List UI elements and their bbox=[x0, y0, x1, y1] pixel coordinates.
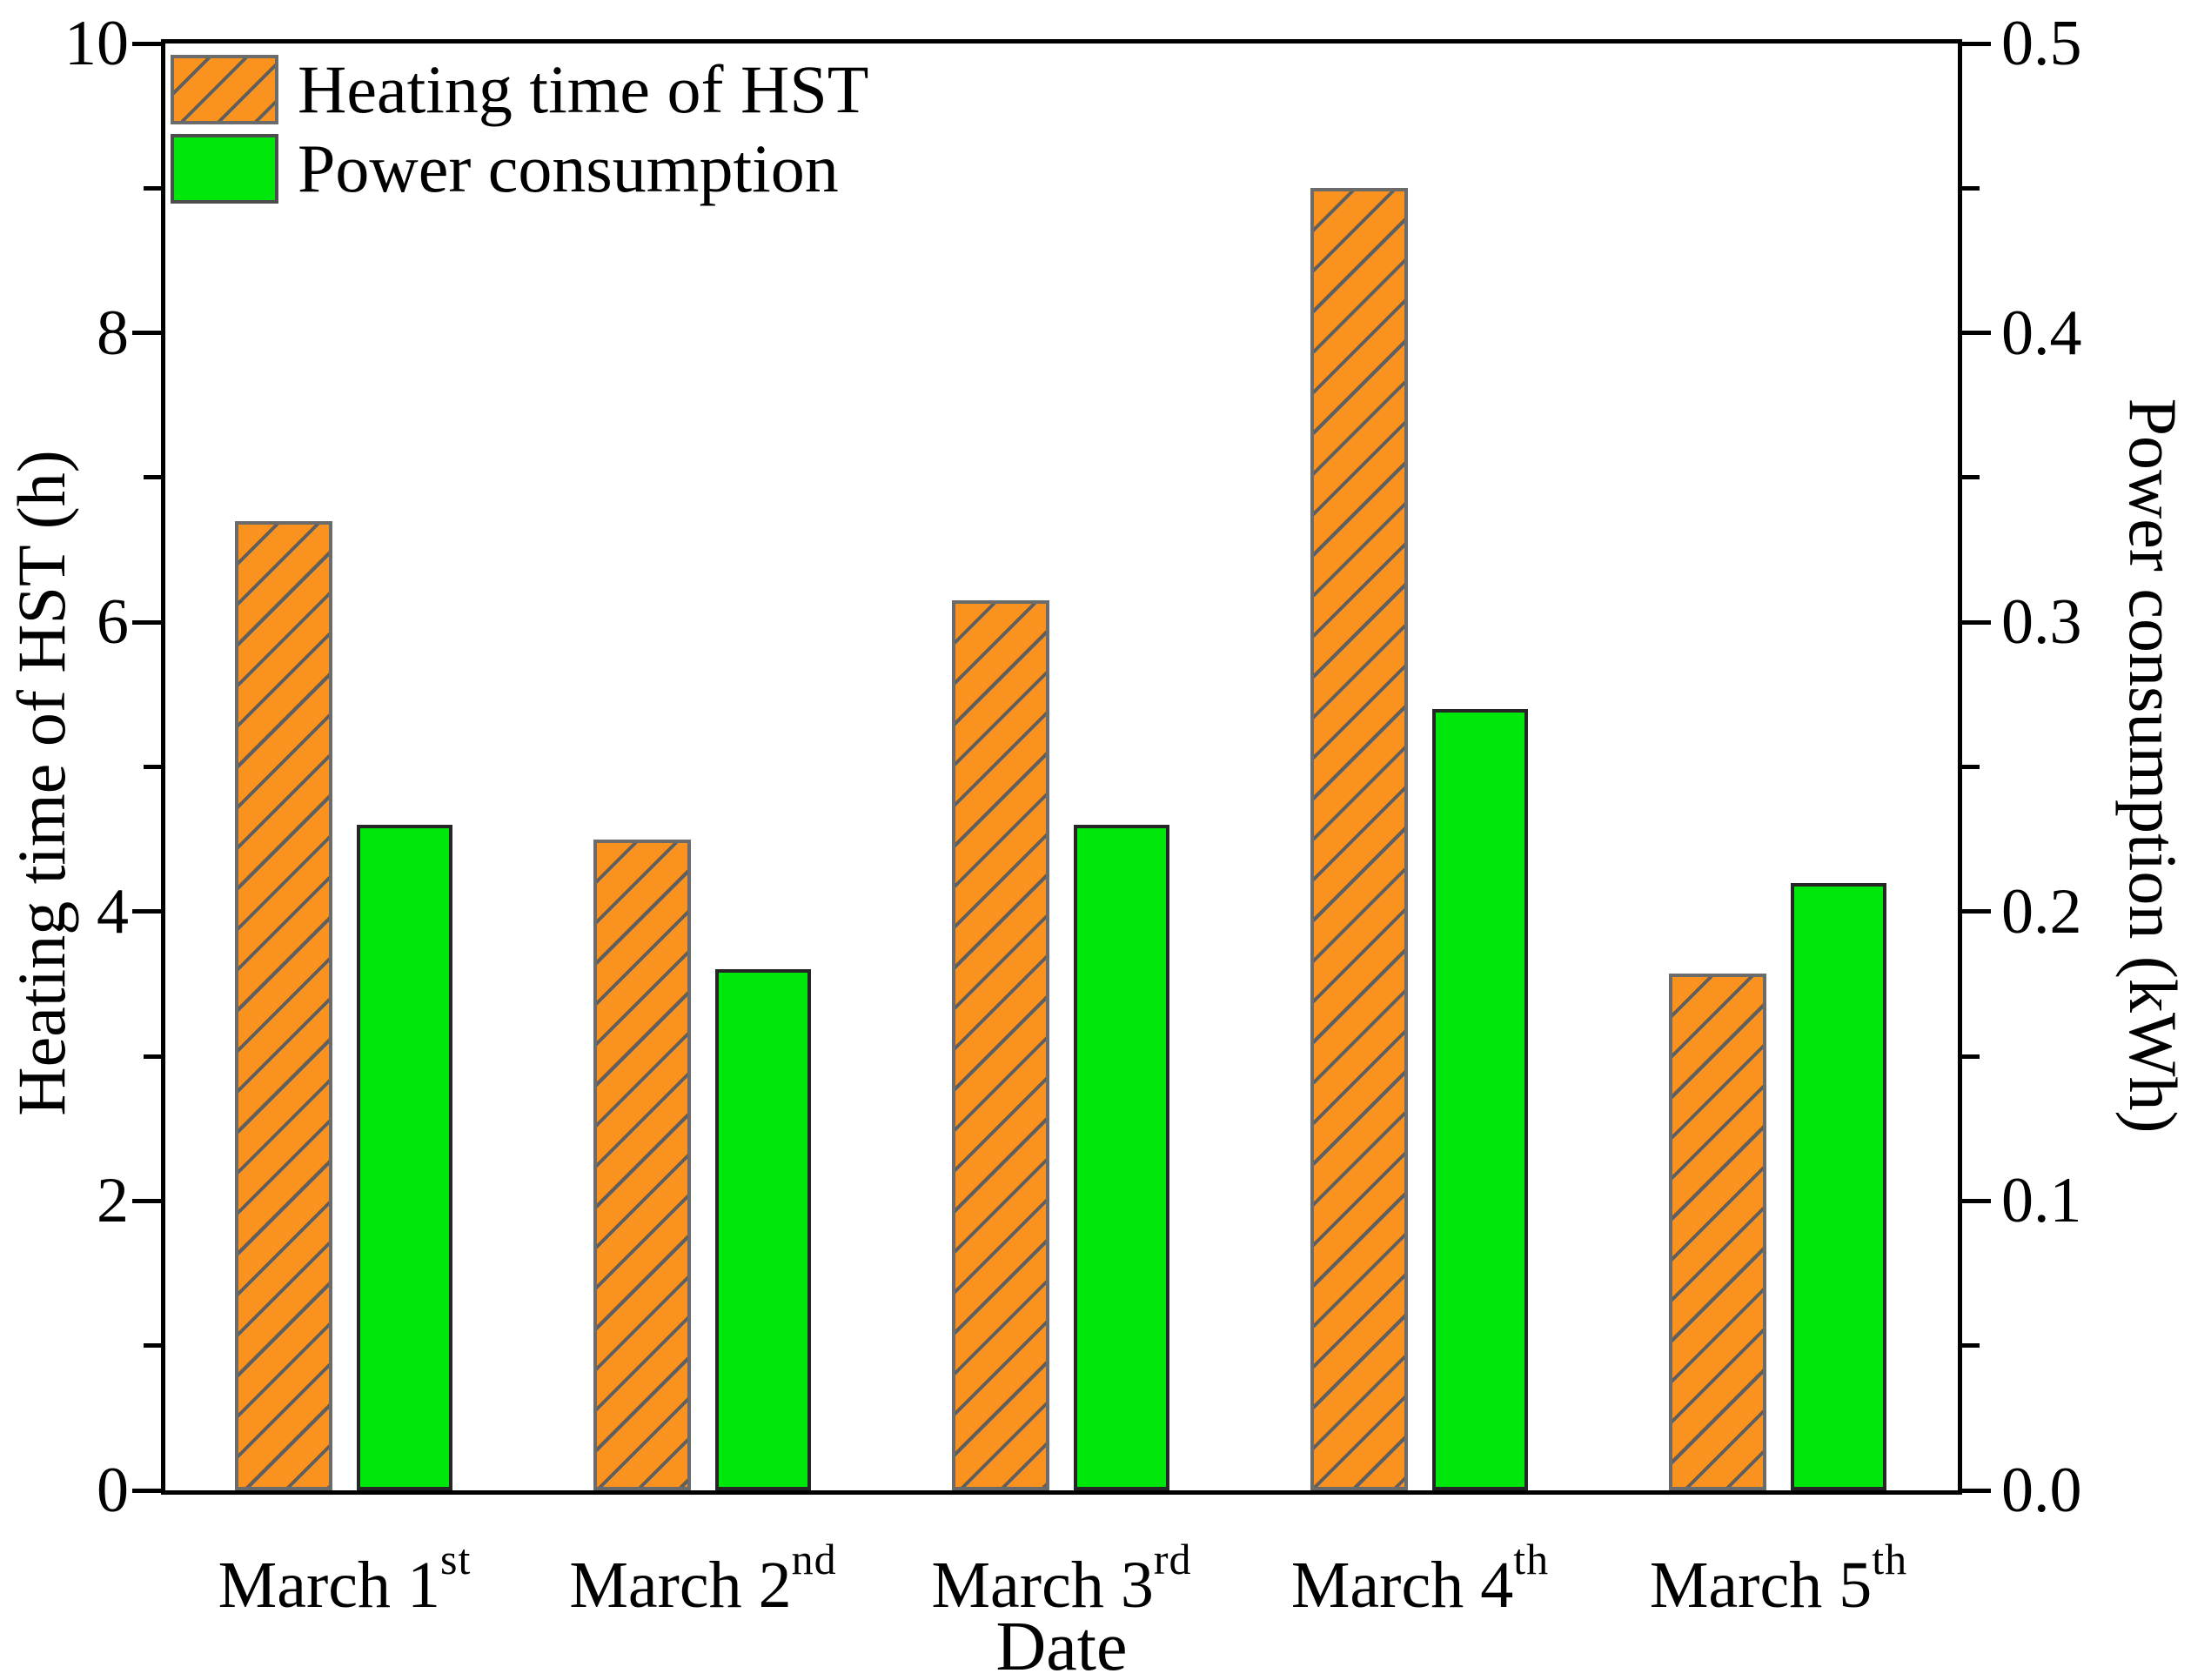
left-axis-tick-label: 6 bbox=[97, 586, 129, 659]
right-axis-tick-label: 0.5 bbox=[2001, 8, 2082, 79]
right-axis-tick-label: 0.4 bbox=[2001, 297, 2082, 369]
x-tick-label-5: March 5th bbox=[1649, 1535, 1908, 1622]
left-axis-tick-label: 10 bbox=[64, 8, 129, 79]
bar-power-consumption-1 bbox=[357, 825, 452, 1490]
bar-heating-time-4 bbox=[1310, 188, 1408, 1490]
left-axis-major-tick bbox=[132, 331, 161, 336]
bar-heating-time-2 bbox=[593, 839, 691, 1490]
right-axis-tick-label: 0.1 bbox=[2001, 1165, 2082, 1237]
plot-area: Heating time of HST Power consumption bbox=[161, 39, 1962, 1495]
bar-power-consumption-3 bbox=[1074, 825, 1169, 1490]
right-axis-tick-label: 0.3 bbox=[2001, 586, 2082, 659]
left-axis-major-tick bbox=[132, 1198, 161, 1203]
bar-heating-time-1 bbox=[235, 520, 332, 1490]
bar-heating-time-3 bbox=[952, 600, 1049, 1490]
left-axis-major-tick bbox=[132, 41, 161, 46]
x-tick-label-3: March 3rd bbox=[931, 1535, 1192, 1622]
x-axis-title: Date bbox=[995, 1609, 1128, 1680]
left-axis-tick-label: 2 bbox=[97, 1165, 129, 1237]
legend-label-power-consumption: Power consumption bbox=[298, 131, 839, 206]
left-axis-tick-label: 0 bbox=[97, 1455, 129, 1526]
right-axis-minor-tick bbox=[1962, 765, 1980, 769]
legend-label-heating-time: Heating time of HST bbox=[298, 51, 869, 127]
right-axis-minor-tick bbox=[1962, 185, 1980, 191]
right-axis-minor-tick bbox=[1962, 475, 1980, 480]
x-tick-label-1: March 1st bbox=[218, 1535, 472, 1622]
bar-power-consumption-5 bbox=[1791, 882, 1886, 1490]
right-axis-tick-label: 0.0 bbox=[2001, 1455, 2082, 1526]
right-axis-tick-label: 0.2 bbox=[2001, 875, 2082, 947]
right-axis-major-tick bbox=[1962, 619, 1991, 625]
right-axis-major-tick bbox=[1962, 331, 1991, 336]
left-axis-title: Heating time of HST (h) bbox=[3, 450, 79, 1116]
x-tick-label-2: March 2nd bbox=[569, 1535, 837, 1622]
bar-power-consumption-4 bbox=[1432, 708, 1528, 1490]
left-axis-minor-tick bbox=[144, 475, 161, 480]
legend-swatch-heating-time-icon bbox=[171, 55, 278, 124]
left-axis-minor-tick bbox=[144, 1054, 161, 1059]
x-tick-label-4: March 4th bbox=[1290, 1535, 1550, 1622]
right-axis-major-tick bbox=[1962, 1488, 1991, 1493]
right-axis-major-tick bbox=[1962, 1198, 1991, 1203]
left-axis-minor-tick bbox=[144, 765, 161, 769]
right-axis-minor-tick bbox=[1962, 1343, 1980, 1349]
right-axis-major-tick bbox=[1962, 41, 1991, 46]
left-axis-minor-tick bbox=[144, 1343, 161, 1349]
right-axis-minor-tick bbox=[1962, 1054, 1980, 1059]
left-axis-tick-label: 4 bbox=[97, 875, 129, 947]
bar-heating-time-5 bbox=[1669, 974, 1766, 1490]
left-axis-minor-tick bbox=[144, 185, 161, 191]
right-axis-title: Power consumption (kWh) bbox=[2115, 398, 2191, 1134]
legend-swatch-power-consumption-icon bbox=[171, 134, 278, 204]
left-axis-major-tick bbox=[132, 619, 161, 625]
left-axis-tick-label: 8 bbox=[97, 297, 129, 369]
left-axis-major-tick bbox=[132, 909, 161, 914]
right-axis-major-tick bbox=[1962, 909, 1991, 914]
bar-power-consumption-2 bbox=[715, 969, 811, 1490]
left-axis-major-tick bbox=[132, 1488, 161, 1493]
